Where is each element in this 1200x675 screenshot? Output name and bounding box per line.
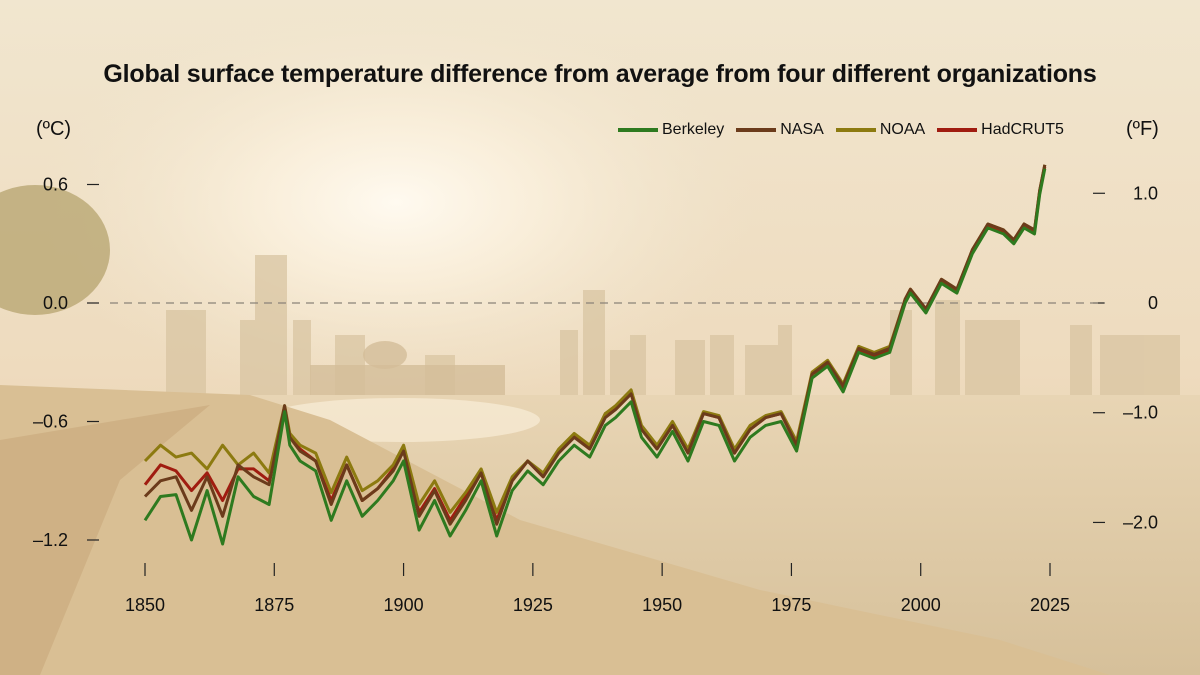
right-axis: 1.0 0 –1.0 –2.0: [1093, 183, 1158, 532]
right-tick-label: –2.0: [1123, 512, 1158, 532]
left-axis-unit: (ºC): [36, 118, 72, 140]
legend-item-noaa: NOAA: [835, 121, 926, 139]
x-tick-label: 1900: [384, 595, 424, 615]
left-tick-label: 0.0: [43, 293, 68, 313]
x-tick-label: 1875: [254, 595, 294, 615]
legend-item-hadcrut5: HadCRUT5: [937, 121, 1064, 139]
legend-swatch: [736, 128, 777, 132]
series-lines: [143, 164, 1047, 546]
left-axis: 0.6 0.0 –0.6 –1.2: [33, 175, 99, 550]
x-tick-label: 2025: [1030, 595, 1070, 615]
left-tick-label: –1.2: [33, 530, 68, 550]
legend-item-nasa: NASA: [736, 121, 824, 139]
right-tick-label: 1.0: [1133, 183, 1158, 203]
lakefront-steps: [0, 405, 210, 675]
series-line-nasa: [143, 164, 1047, 526]
tree: [0, 185, 110, 315]
chart-title: Global surface temperature difference fr…: [103, 60, 1097, 88]
series-line-berkeley: [143, 168, 1047, 546]
right-tick-label: 0: [1148, 293, 1158, 313]
legend: Berkeley NASA NOAA HadCRUT5: [618, 121, 1076, 139]
x-tick-label: 2000: [901, 595, 941, 615]
legend-swatch: [937, 128, 978, 132]
right-axis-unit: (ºF): [1126, 118, 1159, 140]
right-tick-label: –1.0: [1123, 403, 1158, 423]
series-line-hadcrut5: [143, 166, 1047, 522]
x-tick-label: 1975: [771, 595, 811, 615]
series-line-noaa: [143, 164, 1047, 514]
bottom-axis: 1850 1875 1900 1925 1950 1975 2000 2025: [125, 563, 1070, 615]
left-tick-label: 0.6: [43, 175, 68, 195]
x-tick-label: 1925: [513, 595, 553, 615]
aquarium-building: [310, 365, 505, 395]
legend-label: NOAA: [879, 121, 926, 138]
left-tick-label: –0.6: [33, 412, 68, 432]
aquarium-dome: [363, 341, 407, 369]
legend-label: NASA: [780, 121, 824, 138]
legend-swatch: [618, 128, 658, 132]
x-tick-label: 1850: [125, 595, 165, 615]
legend-label: HadCRUT5: [981, 121, 1064, 138]
x-tick-label: 1950: [642, 595, 682, 615]
city-skyline: [166, 255, 1180, 395]
legend-swatch: [835, 128, 876, 132]
legend-item-berkeley: Berkeley: [618, 121, 724, 139]
legend-label: Berkeley: [662, 121, 725, 138]
